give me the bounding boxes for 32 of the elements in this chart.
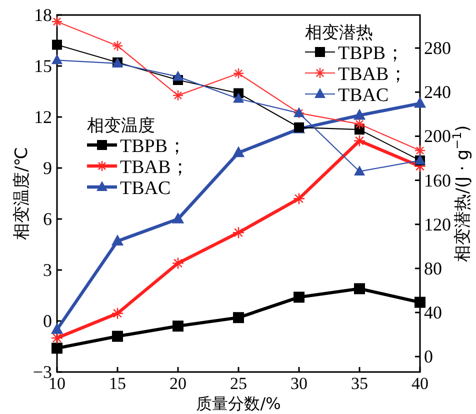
x-tick-label: 25 <box>230 374 247 393</box>
x-tick-label: 40 <box>412 374 428 393</box>
y2-tick-label: 240 <box>424 82 451 102</box>
y-tick-label: 9 <box>43 158 52 178</box>
y2-tick-label: 80 <box>424 258 442 278</box>
annotation: 相变潜热 <box>305 23 373 43</box>
y-tick-label: −3 <box>32 362 52 382</box>
y-tick-label: 0 <box>43 311 52 331</box>
y2-tick-label: 280 <box>424 38 451 58</box>
y2-tick-label: 200 <box>424 126 451 146</box>
legend-label: TBAB； <box>120 157 190 178</box>
legend-label: TBAC <box>338 85 389 106</box>
y-tick-label: 3 <box>43 260 52 280</box>
legend-label: TBPB； <box>338 43 405 64</box>
y2-tick-label: 160 <box>424 170 451 190</box>
x-axis-title: 质量分数/% <box>196 394 281 413</box>
x-tick-label: 35 <box>351 374 368 393</box>
x-tick-label: 30 <box>290 374 308 393</box>
y-tick-label: 12 <box>34 107 52 127</box>
legend-label: TBAB； <box>338 64 408 85</box>
x-tick-label: 15 <box>109 374 126 393</box>
y-tick-label: 18 <box>34 5 52 25</box>
y2-tick-label: 40 <box>424 302 442 322</box>
legend-label: TBAC <box>120 178 171 199</box>
legend-title: 相变温度 <box>87 116 155 136</box>
y2-tick-label: 0 <box>424 346 433 367</box>
y-tick-label: 15 <box>34 56 52 76</box>
x-tick-label: 20 <box>170 374 186 393</box>
legend-label: TBPB； <box>120 136 187 157</box>
y-tick-label: 6 <box>43 209 52 229</box>
y-axis-title: 相变温度/℃ <box>12 147 32 240</box>
y2-tick-label: 120 <box>424 214 451 234</box>
